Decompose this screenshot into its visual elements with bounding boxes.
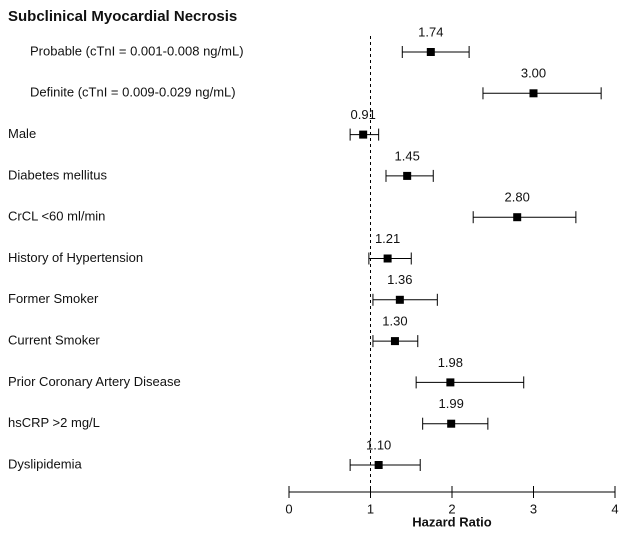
category-label: Probable (cTnI = 0.001-0.008 ng/mL) bbox=[30, 43, 244, 58]
value-label: 1.99 bbox=[439, 396, 464, 411]
category-label: Definite (cTnI = 0.009-0.029 ng/mL) bbox=[30, 85, 236, 100]
value-label: 1.10 bbox=[366, 437, 391, 452]
point-estimate bbox=[390, 337, 399, 346]
value-label: 1.30 bbox=[382, 314, 407, 329]
category-label: Current Smoker bbox=[8, 333, 100, 348]
category-label: Diabetes mellitus bbox=[8, 167, 107, 182]
value-label: 1.74 bbox=[418, 24, 443, 39]
point-estimate bbox=[403, 171, 412, 180]
x-tick-label: 4 bbox=[611, 501, 618, 516]
value-label: 3.00 bbox=[521, 66, 546, 81]
category-label: hsCRP >2 mg/L bbox=[8, 415, 100, 430]
x-axis-label: Hazard Ratio bbox=[412, 514, 492, 529]
x-tick-label: 2 bbox=[448, 501, 455, 516]
category-label: Male bbox=[8, 126, 36, 141]
value-label: 1.45 bbox=[395, 148, 420, 163]
point-estimate bbox=[374, 461, 383, 469]
x-tick-label: 3 bbox=[530, 501, 537, 516]
point-estimate bbox=[426, 48, 435, 56]
category-label: Former Smoker bbox=[8, 291, 99, 306]
value-label: 2.80 bbox=[505, 190, 530, 205]
category-label: Prior Coronary Artery Disease bbox=[8, 374, 181, 389]
value-label: 0.91 bbox=[351, 107, 376, 122]
category-label: CrCL <60 ml/min bbox=[8, 209, 105, 224]
value-label: 1.36 bbox=[387, 272, 412, 287]
chart-title: Subclinical Myocardial Necrosis bbox=[8, 8, 237, 25]
point-estimate bbox=[359, 130, 368, 139]
point-estimate bbox=[446, 378, 455, 387]
category-label: History of Hypertension bbox=[8, 250, 143, 265]
point-estimate bbox=[395, 295, 404, 304]
value-label: 1.98 bbox=[438, 355, 463, 370]
x-tick-label: 0 bbox=[285, 501, 292, 516]
point-estimate bbox=[383, 254, 392, 263]
value-label: 1.21 bbox=[375, 231, 400, 246]
point-estimate bbox=[447, 419, 456, 428]
category-label: Dyslipidemia bbox=[8, 456, 82, 471]
point-estimate bbox=[529, 89, 538, 98]
point-estimate bbox=[513, 213, 522, 222]
x-tick-label: 1 bbox=[367, 501, 374, 516]
